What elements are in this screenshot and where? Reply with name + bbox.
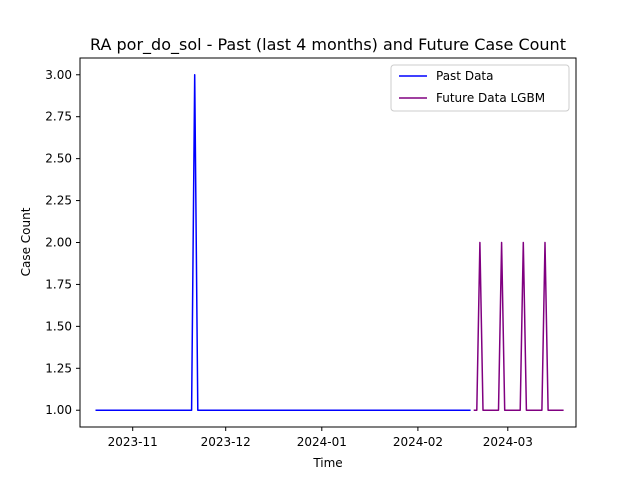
y-tick-label: 2.00: [45, 236, 72, 250]
y-tick-label: 1.75: [45, 277, 72, 291]
legend-label: Past Data: [436, 69, 493, 83]
y-tick-label: 1.50: [45, 319, 72, 333]
y-tick-label: 1.00: [45, 403, 72, 417]
series-layer: [95, 74, 564, 411]
legend-label: Future Data LGBM: [436, 91, 545, 105]
chart-title: RA por_do_sol - Past (last 4 months) and…: [90, 35, 566, 55]
legend: Past Data Future Data LGBM: [390, 64, 570, 112]
x-tick-label: 2024-02: [393, 435, 443, 449]
x-tick-label: 2023-11: [108, 435, 158, 449]
y-axis-label: Case Count: [19, 207, 33, 276]
legend-box: [390, 64, 570, 112]
x-tick-label: 2024-01: [297, 435, 347, 449]
y-tick-label: 2.75: [45, 110, 72, 124]
y-tick-label: 2.25: [45, 194, 72, 208]
y-axis: 1.00 1.25 1.50 1.75 2.00 2.25 2.50 2.75 3.00: [45, 68, 80, 417]
series-line-future-data-lgbm: [473, 241, 564, 411]
y-tick-label: 2.50: [45, 152, 72, 166]
y-tick-label: 1.25: [45, 361, 72, 375]
x-tick-label: 2024-03: [483, 435, 533, 449]
x-axis: 2023-11 2023-12 2024-01 2024-02 2024-03: [108, 427, 533, 449]
y-tick-label: 3.00: [45, 68, 72, 82]
x-tick-label: 2023-12: [201, 435, 251, 449]
x-axis-label: Time: [312, 456, 342, 470]
series-line-past-data: [95, 74, 471, 411]
